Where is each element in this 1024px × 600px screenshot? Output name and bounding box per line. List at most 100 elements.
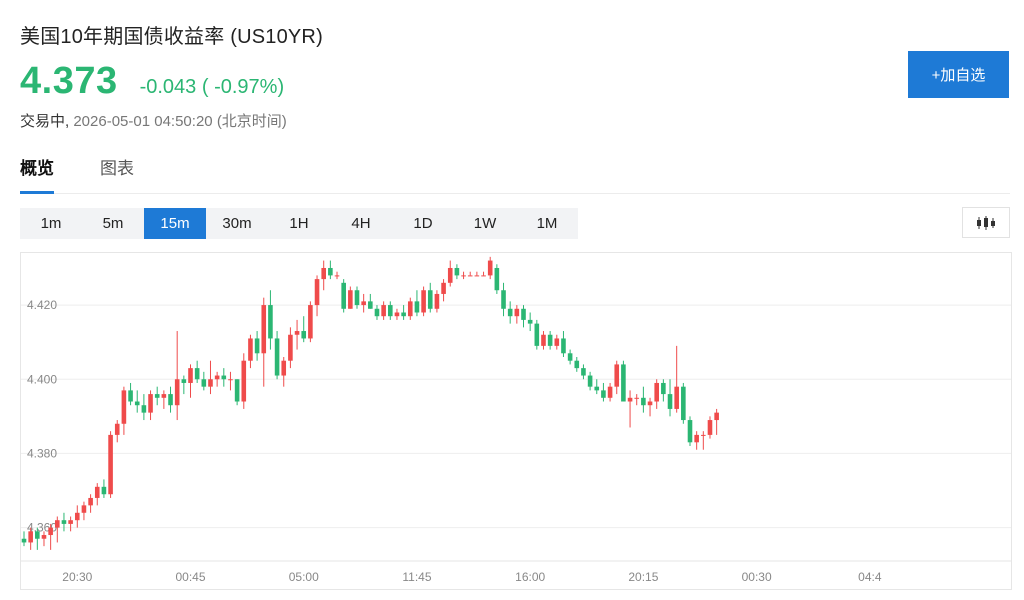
market-status: 交易中, 2026-05-01 04:50:20 (北京时间) [20,110,287,131]
candle [587,371,593,391]
candle [607,382,613,402]
period-4h[interactable]: 4H [351,215,371,232]
candle [341,279,346,313]
period-5m[interactable]: 5m [102,215,124,232]
candle [308,301,313,343]
add-to-watchlist-button[interactable]: +加自选 [908,51,1009,98]
candle [627,390,633,428]
candle [61,512,67,532]
timezone-label: (北京时间) [216,113,287,130]
candle [634,394,640,406]
period-1h[interactable]: 1H [289,215,309,232]
candle [88,494,93,513]
x-tick-label: 00:30 [742,570,772,584]
candle [208,360,213,395]
candle [501,282,506,317]
period-1m[interactable]: 1m [40,215,62,232]
tab-chart[interactable]: 图表 [100,159,134,178]
tab-bar: 概览 图表 [20,156,1010,194]
candle [154,386,160,406]
period-30m[interactable]: 30m [222,215,252,232]
quote-row: 4.373 -0.043 ( -0.97%) [20,60,284,103]
candle [314,275,320,317]
candle [261,297,267,387]
candle [55,516,60,543]
x-tick-label: 04:4 [858,570,882,584]
current-price: 4.373 [20,60,118,102]
candle [274,331,280,380]
candle [681,382,686,424]
candle [214,371,220,387]
candle [687,416,693,447]
candle [48,523,53,550]
candle [101,479,107,498]
candle [707,416,713,439]
candle [381,301,386,320]
candle [141,394,147,421]
candle [328,260,333,280]
candle [121,386,127,435]
candle [81,501,87,521]
candle [174,331,180,421]
period-1mo[interactable]: 1M [536,215,558,232]
candle [114,420,120,443]
candle [541,331,546,350]
candle [621,360,626,402]
candle [334,271,340,280]
candle [348,286,353,309]
candle [714,408,719,435]
period-15m[interactable]: 15m [144,208,206,239]
candle [514,305,520,324]
candle [254,331,260,361]
candle [647,397,653,417]
candle [441,279,446,302]
candle [281,357,287,387]
candle [268,290,273,350]
candle [228,371,233,391]
candle [374,305,380,320]
y-tick-label: 4.380 [27,446,57,460]
timestamp: 2026-05-01 04:50:20 [73,113,213,130]
period-selector: 1m 5m 15m 30m 1H 4H 1D 1W 1M [20,208,578,239]
candle [134,390,140,413]
candle [547,331,553,350]
candle [301,316,307,343]
candle [521,305,526,328]
candlestick-chart: 4.420 4.400 4.380 4.360 20:30 00:45 05:00 11:45… [20,252,1012,590]
candle [594,379,600,395]
trading-status: 交易中, [20,113,70,130]
candle [201,371,207,391]
candle [294,319,300,350]
candle [694,431,699,450]
candle [354,286,360,309]
x-tick-label: 20:15 [628,570,658,584]
candle [467,271,473,277]
candle [321,260,326,291]
y-tick-label: 4.420 [27,298,57,312]
x-tick-label: 16:00 [515,570,545,584]
candle [74,505,80,528]
candle [561,331,566,357]
candle [427,282,433,313]
candle [161,390,167,409]
candle [507,301,513,324]
candle [68,516,73,532]
candle [168,386,173,413]
candle [494,264,500,294]
candle [248,334,253,369]
candle [474,271,480,277]
page-title: 美国10年期国债收益率 (US10YR) [20,26,323,48]
period-1w[interactable]: 1W [473,215,497,232]
candle [434,290,440,313]
chart-type-button[interactable] [962,207,1010,238]
candle [701,431,706,450]
candle [21,531,27,547]
x-tick-label: 05:00 [289,570,319,584]
x-tick-label: 11:45 [402,570,431,584]
candle [41,531,47,547]
period-1d[interactable]: 1D [413,215,433,232]
candle [461,271,466,280]
candle [421,286,426,317]
candle [35,527,40,550]
tab-overview[interactable]: 概览 [20,156,54,194]
